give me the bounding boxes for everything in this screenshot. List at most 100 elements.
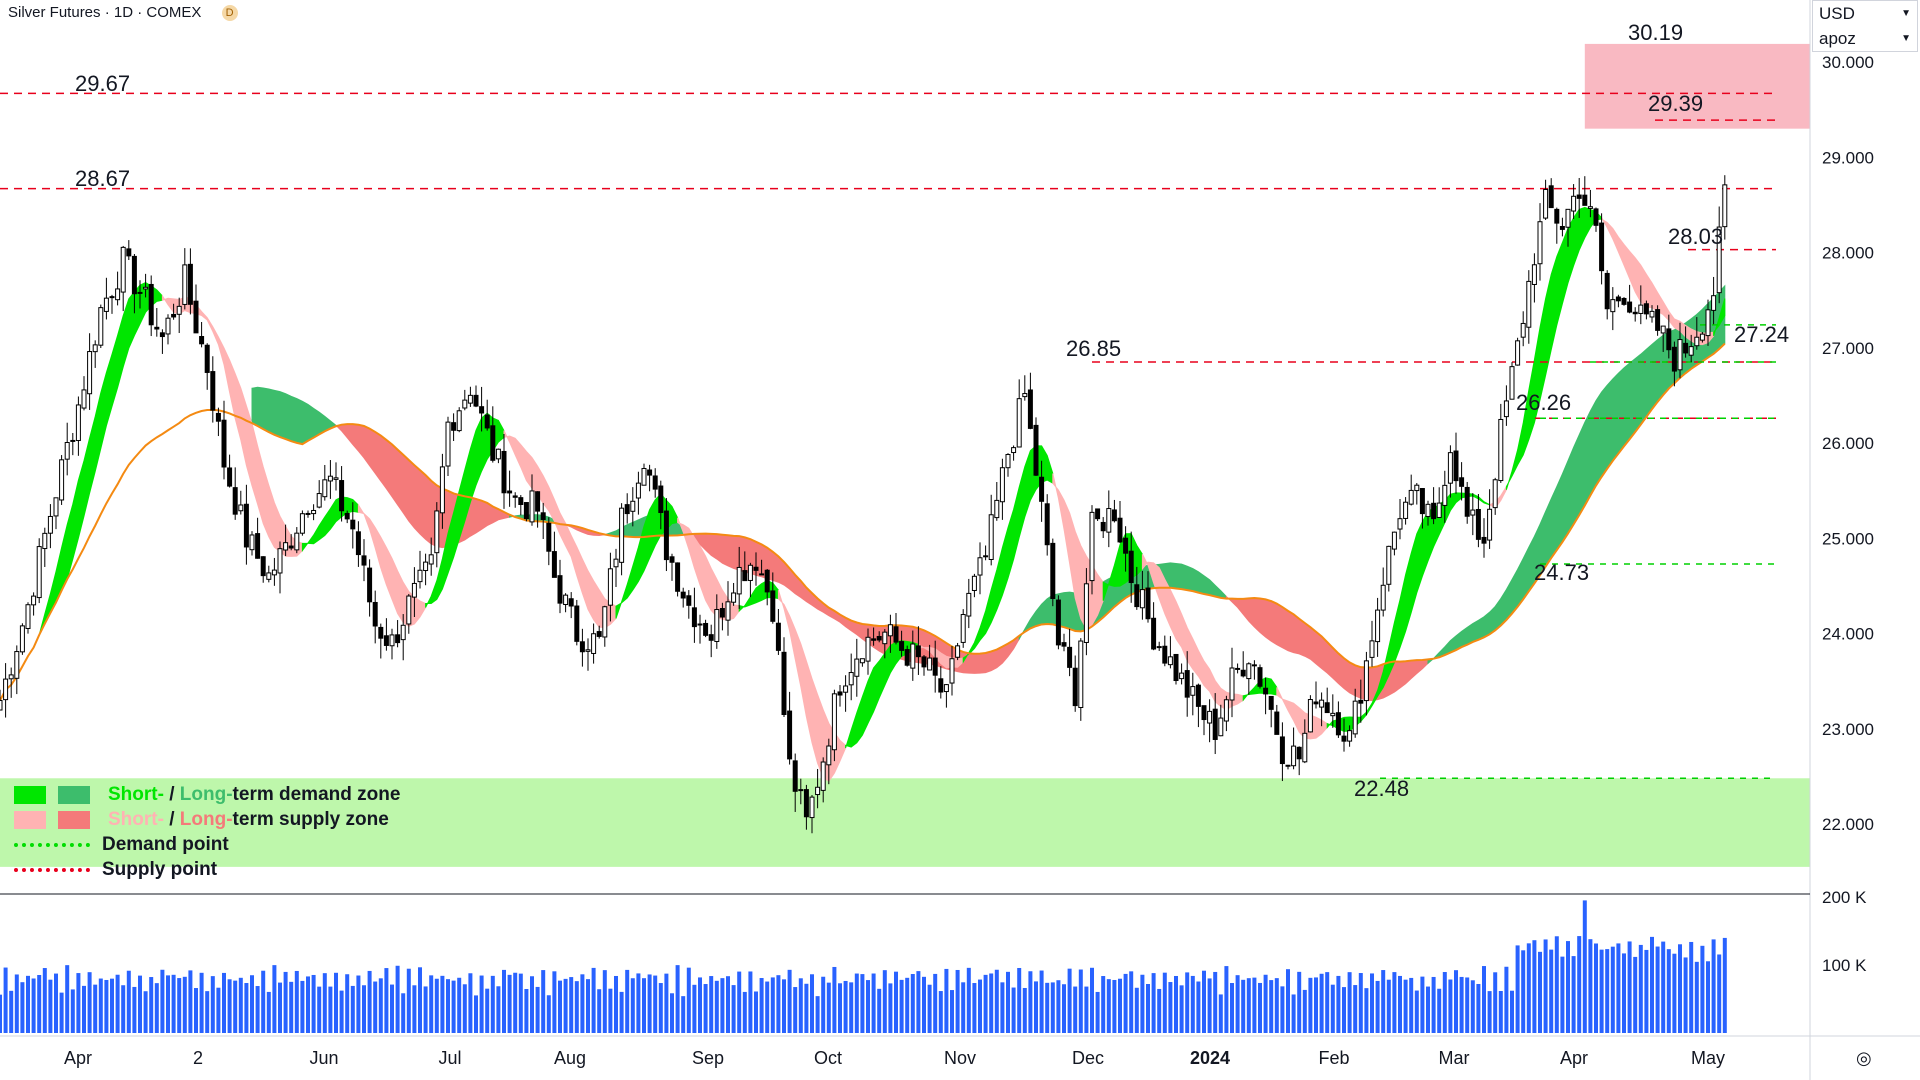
candle-body (1341, 735, 1347, 742)
volume-bar (233, 980, 238, 1033)
volume-bar (821, 976, 826, 1033)
candle-body (1576, 194, 1582, 199)
candle-body (535, 491, 541, 512)
volume-bar (782, 979, 786, 1033)
volume-bar (877, 988, 882, 1033)
volume-bar (1067, 968, 1072, 1033)
volume-bar (1039, 970, 1044, 1033)
volume-bar (574, 981, 579, 1033)
candle-body (227, 467, 233, 487)
volume-bar (1521, 950, 1526, 1033)
volume-bar (20, 982, 25, 1033)
volume-bar (1263, 974, 1268, 1033)
candle-body (602, 606, 608, 638)
volume-bar (1213, 971, 1218, 1033)
volume-bar (272, 965, 277, 1033)
candle-body (1615, 296, 1621, 302)
candle-body (1587, 206, 1593, 209)
level-label: 29.67 (75, 71, 130, 96)
candle-body (1582, 194, 1588, 206)
candle-body (109, 296, 115, 299)
volume-bar (121, 985, 126, 1033)
candle-body (915, 645, 921, 658)
candle-body (815, 786, 821, 796)
short-supply-ribbon (1276, 687, 1328, 740)
volume-bar (1022, 987, 1027, 1033)
volume-bar (1638, 944, 1643, 1033)
x-tick-label: Jul (438, 1048, 461, 1068)
volume-bar (362, 985, 366, 1033)
candle-body (1173, 653, 1179, 682)
candle-body (1627, 301, 1633, 313)
candle-body (1268, 695, 1274, 710)
candle-body (596, 631, 602, 637)
candle-body (725, 601, 731, 621)
candle-body (1324, 702, 1330, 714)
candle-body (126, 248, 132, 257)
chevron-down-icon: ▼ (1901, 33, 1911, 44)
candle-body (1218, 717, 1224, 737)
volume-bar (1028, 971, 1033, 1033)
candle-body (591, 633, 597, 654)
volume-bar (429, 975, 434, 1033)
volume-bar (317, 986, 322, 1033)
candle-body (1358, 699, 1364, 704)
volume-bar (48, 979, 53, 1033)
candle-body (1050, 542, 1056, 600)
candle-body (854, 658, 860, 677)
candle-body (451, 422, 457, 431)
candle-body (1537, 221, 1543, 265)
volume-bar (978, 979, 982, 1033)
candle-body (243, 503, 249, 548)
volume-bar (513, 972, 518, 1033)
candle-body (1520, 322, 1526, 338)
volume-bar (507, 974, 512, 1033)
chevron-down-icon: ▼ (1901, 8, 1911, 19)
candle-body (1134, 584, 1140, 608)
volume-bar (82, 985, 86, 1033)
volume-bar (871, 973, 876, 1033)
currency-value[interactable]: USD ▼ (1813, 1, 1917, 26)
volume-bar (1370, 973, 1374, 1033)
candle-body (14, 651, 20, 679)
volume-bar (804, 983, 809, 1033)
candle-body (249, 534, 255, 551)
candle-body (372, 601, 378, 627)
volume-bar (1174, 975, 1178, 1033)
x-tick-label: Nov (944, 1048, 976, 1068)
candle-body (361, 555, 367, 566)
currency-selector[interactable]: USD ▼ apoz ▼ (1812, 0, 1918, 52)
candle-body (283, 542, 289, 551)
volume-bar (1661, 941, 1666, 1033)
candle-body (1302, 732, 1308, 763)
candle-body (467, 394, 473, 404)
candle-body (1414, 484, 1420, 492)
y-tick-label: 30.000 (1822, 53, 1874, 72)
volume-bar (356, 975, 361, 1033)
interval-label[interactable]: 1D (113, 4, 134, 21)
candle-body (747, 564, 753, 581)
volume-bar (1722, 937, 1727, 1033)
volume-bar (434, 978, 439, 1033)
volume-bar (177, 978, 182, 1033)
volume-bar (1599, 949, 1604, 1033)
candle-body (938, 678, 944, 693)
volume-bar (1202, 970, 1206, 1033)
volume-bar (143, 991, 148, 1033)
volume-bar (658, 983, 663, 1033)
candle-body (1660, 325, 1666, 334)
settings-icon[interactable]: ◎ (1856, 1048, 1872, 1068)
candle-body (473, 394, 479, 407)
volume-bar (1566, 941, 1570, 1033)
candle-body (64, 442, 70, 460)
candle-body (736, 566, 742, 595)
short-demand-ribbon (301, 496, 359, 553)
candle-body (238, 504, 244, 512)
volume-bar (502, 969, 506, 1033)
candle-body (1487, 508, 1493, 541)
candle-body (1621, 297, 1627, 305)
candle-body (36, 546, 42, 599)
indicator-value[interactable]: apoz ▼ (1813, 26, 1917, 51)
volume-bar (205, 991, 210, 1033)
